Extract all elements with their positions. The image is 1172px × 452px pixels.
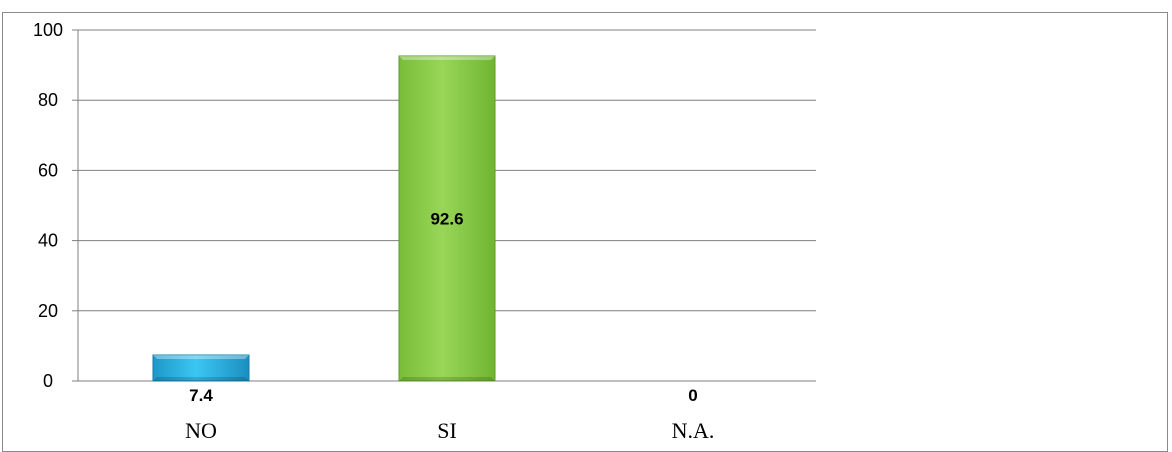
- x-category-label-si: SI: [437, 418, 457, 442]
- bar-chart: 0 20 40 60 80 100 7.4 92.6 0 NO SI N.A.: [33, 20, 816, 442]
- data-labels: 7.4 92.6 0: [189, 209, 698, 405]
- y-tick-label-40: 40: [38, 231, 58, 251]
- x-axis: NO SI N.A.: [185, 418, 714, 442]
- bar-bevel-no: [153, 355, 249, 360]
- y-tick-label-80: 80: [38, 90, 58, 110]
- bars: [152, 55, 496, 382]
- x-category-label-no: NO: [185, 418, 217, 442]
- y-tick-label-20: 20: [38, 301, 58, 321]
- bar-no: [152, 354, 250, 382]
- y-tick-label-100: 100: [33, 20, 63, 40]
- data-label-no: 7.4: [189, 386, 213, 405]
- bar-shadow-si: [399, 377, 495, 381]
- data-label-na: 0: [688, 386, 697, 405]
- bar-shadow-no: [153, 377, 249, 381]
- y-tick-label-60: 60: [38, 160, 58, 180]
- data-label-si: 92.6: [430, 209, 463, 228]
- y-tick-label-0: 0: [43, 371, 53, 391]
- bar-si: [398, 55, 496, 382]
- bar-bevel-si: [399, 55, 495, 60]
- x-category-label-na: N.A.: [672, 418, 715, 442]
